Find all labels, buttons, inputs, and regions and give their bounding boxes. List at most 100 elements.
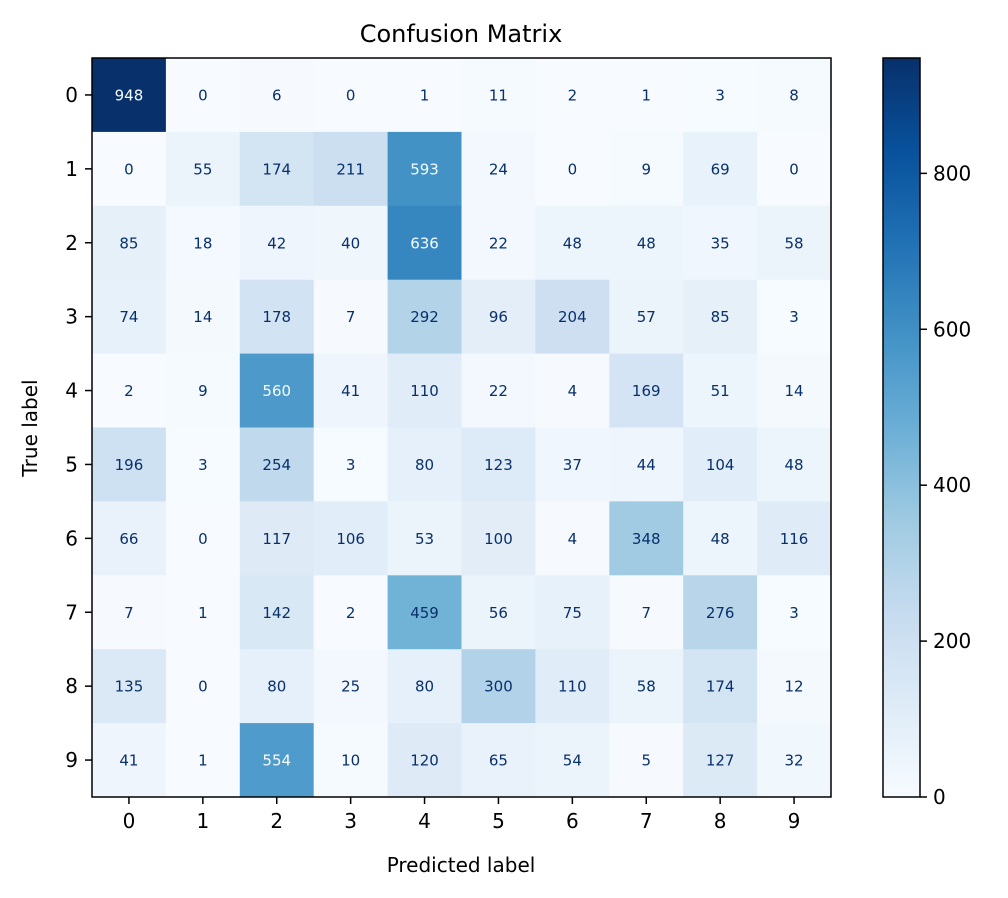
cell-value-label: 7 — [346, 308, 356, 326]
cell-value-label: 4 — [568, 530, 578, 548]
cell-value-label: 56 — [489, 604, 508, 622]
cell-value-label: 54 — [563, 752, 582, 770]
heatmap-cell — [239, 58, 315, 133]
heatmap-cell — [609, 279, 684, 355]
colorbar-tick-label: 400 — [933, 473, 971, 497]
cell-value-label: 169 — [632, 382, 661, 400]
cell-value-label: 178 — [262, 308, 291, 326]
cell-value-label: 127 — [706, 752, 735, 770]
x-tick-label: 9 — [788, 809, 801, 833]
heatmap-cell — [461, 131, 536, 207]
cell-value-label: 7 — [124, 604, 134, 622]
cell-value-label: 53 — [415, 530, 434, 548]
heatmap-cell — [313, 723, 389, 798]
x-tick-label: 7 — [640, 809, 653, 833]
cell-value-label: 48 — [785, 456, 804, 474]
cell-value-label: 554 — [262, 752, 291, 770]
cell-value-label: 22 — [489, 382, 508, 400]
cell-value-label: 14 — [193, 308, 212, 326]
heatmap-cell — [92, 205, 167, 281]
heatmap-cell — [239, 427, 315, 502]
heatmap-cell — [683, 723, 758, 798]
cell-value-label: 123 — [484, 456, 513, 474]
heatmap-cell — [92, 501, 167, 576]
heatmap-cell — [92, 131, 167, 207]
heatmap-cell — [609, 501, 684, 576]
heatmap-cell — [165, 575, 241, 650]
cell-value-label: 40 — [341, 234, 360, 252]
cell-value-label: 117 — [262, 530, 291, 548]
heatmap-cell — [313, 131, 389, 207]
cell-value-label: 35 — [711, 234, 730, 252]
y-axis-ticks: 0 1 2 3 4 5 6 7 8 9 — [65, 83, 92, 772]
cell-value-label: 292 — [410, 308, 439, 326]
heatmap-cell — [461, 205, 536, 281]
y-tick-label: 9 — [65, 748, 78, 772]
cell-value-label: 11 — [489, 86, 508, 104]
cell-value-label: 948 — [115, 86, 144, 104]
heatmap-cell — [757, 205, 832, 281]
heatmap-cell — [165, 649, 241, 724]
heatmap-cell — [683, 131, 758, 207]
heatmap-cell — [239, 649, 315, 724]
heatmap-cell — [92, 723, 167, 798]
heatmap-cell — [757, 279, 832, 355]
heatmap-cell — [683, 58, 758, 133]
cell-value-label: 10 — [341, 752, 360, 770]
heatmap-cell — [535, 427, 610, 502]
x-tick-label: 6 — [566, 809, 579, 833]
cell-value-label: 2 — [124, 382, 134, 400]
cell-value-label: 66 — [119, 530, 138, 548]
heatmap-cell — [313, 205, 389, 281]
heatmap-cell — [683, 427, 758, 502]
heatmap-cell — [535, 58, 610, 133]
cell-value-label: 0 — [198, 86, 208, 104]
heatmap-cell — [239, 279, 315, 355]
heatmap-cell — [683, 353, 758, 428]
cell-value-label: 41 — [341, 382, 360, 400]
heatmap-cell — [387, 58, 462, 133]
x-axis-label: Predicted label — [387, 853, 536, 877]
y-tick-label: 6 — [65, 526, 78, 550]
cell-value-label: 58 — [637, 678, 656, 696]
heatmap-cell — [609, 723, 684, 798]
cell-value-label: 2 — [568, 86, 578, 104]
heatmap-cell — [683, 649, 758, 724]
cell-value-label: 80 — [267, 678, 286, 696]
heatmap-cell — [387, 723, 462, 798]
cell-value-label: 174 — [262, 160, 291, 178]
x-tick-label: 5 — [492, 809, 505, 833]
heatmap-cell — [387, 427, 462, 502]
x-axis-ticks: 0 1 2 3 4 5 6 7 8 9 — [123, 797, 801, 833]
heatmap-cell — [757, 575, 832, 650]
cell-value-label: 75 — [563, 604, 582, 622]
heatmap-cell — [461, 427, 536, 502]
x-tick-label: 3 — [344, 809, 357, 833]
heatmap-cell — [165, 131, 241, 207]
y-tick-label: 5 — [65, 452, 78, 476]
cell-value-label: 120 — [410, 752, 439, 770]
y-tick-label: 8 — [65, 674, 78, 698]
cell-value-label: 80 — [415, 678, 434, 696]
heatmap-cell — [239, 205, 315, 281]
x-tick-label: 1 — [196, 809, 209, 833]
cell-value-label: 204 — [558, 308, 587, 326]
heatmap-cell — [683, 205, 758, 281]
cell-value-label: 110 — [558, 678, 587, 696]
heatmap-cell — [239, 723, 315, 798]
colorbar-ticks: 0 200 400 600 800 — [920, 161, 971, 809]
cell-value-label: 0 — [198, 678, 208, 696]
cell-value-label: 1 — [420, 86, 430, 104]
heatmap-cell — [461, 575, 536, 650]
colorbar-tick-label: 200 — [933, 629, 971, 653]
cell-value-label: 9 — [198, 382, 208, 400]
heatmap-cell — [387, 649, 462, 724]
cell-value-label: 14 — [785, 382, 804, 400]
heatmap-cell — [461, 723, 536, 798]
cell-value-label: 18 — [193, 234, 212, 252]
heatmap-cell — [535, 649, 610, 724]
cell-value-label: 32 — [785, 752, 804, 770]
cell-value-label: 42 — [267, 234, 286, 252]
cell-value-label: 80 — [415, 456, 434, 474]
